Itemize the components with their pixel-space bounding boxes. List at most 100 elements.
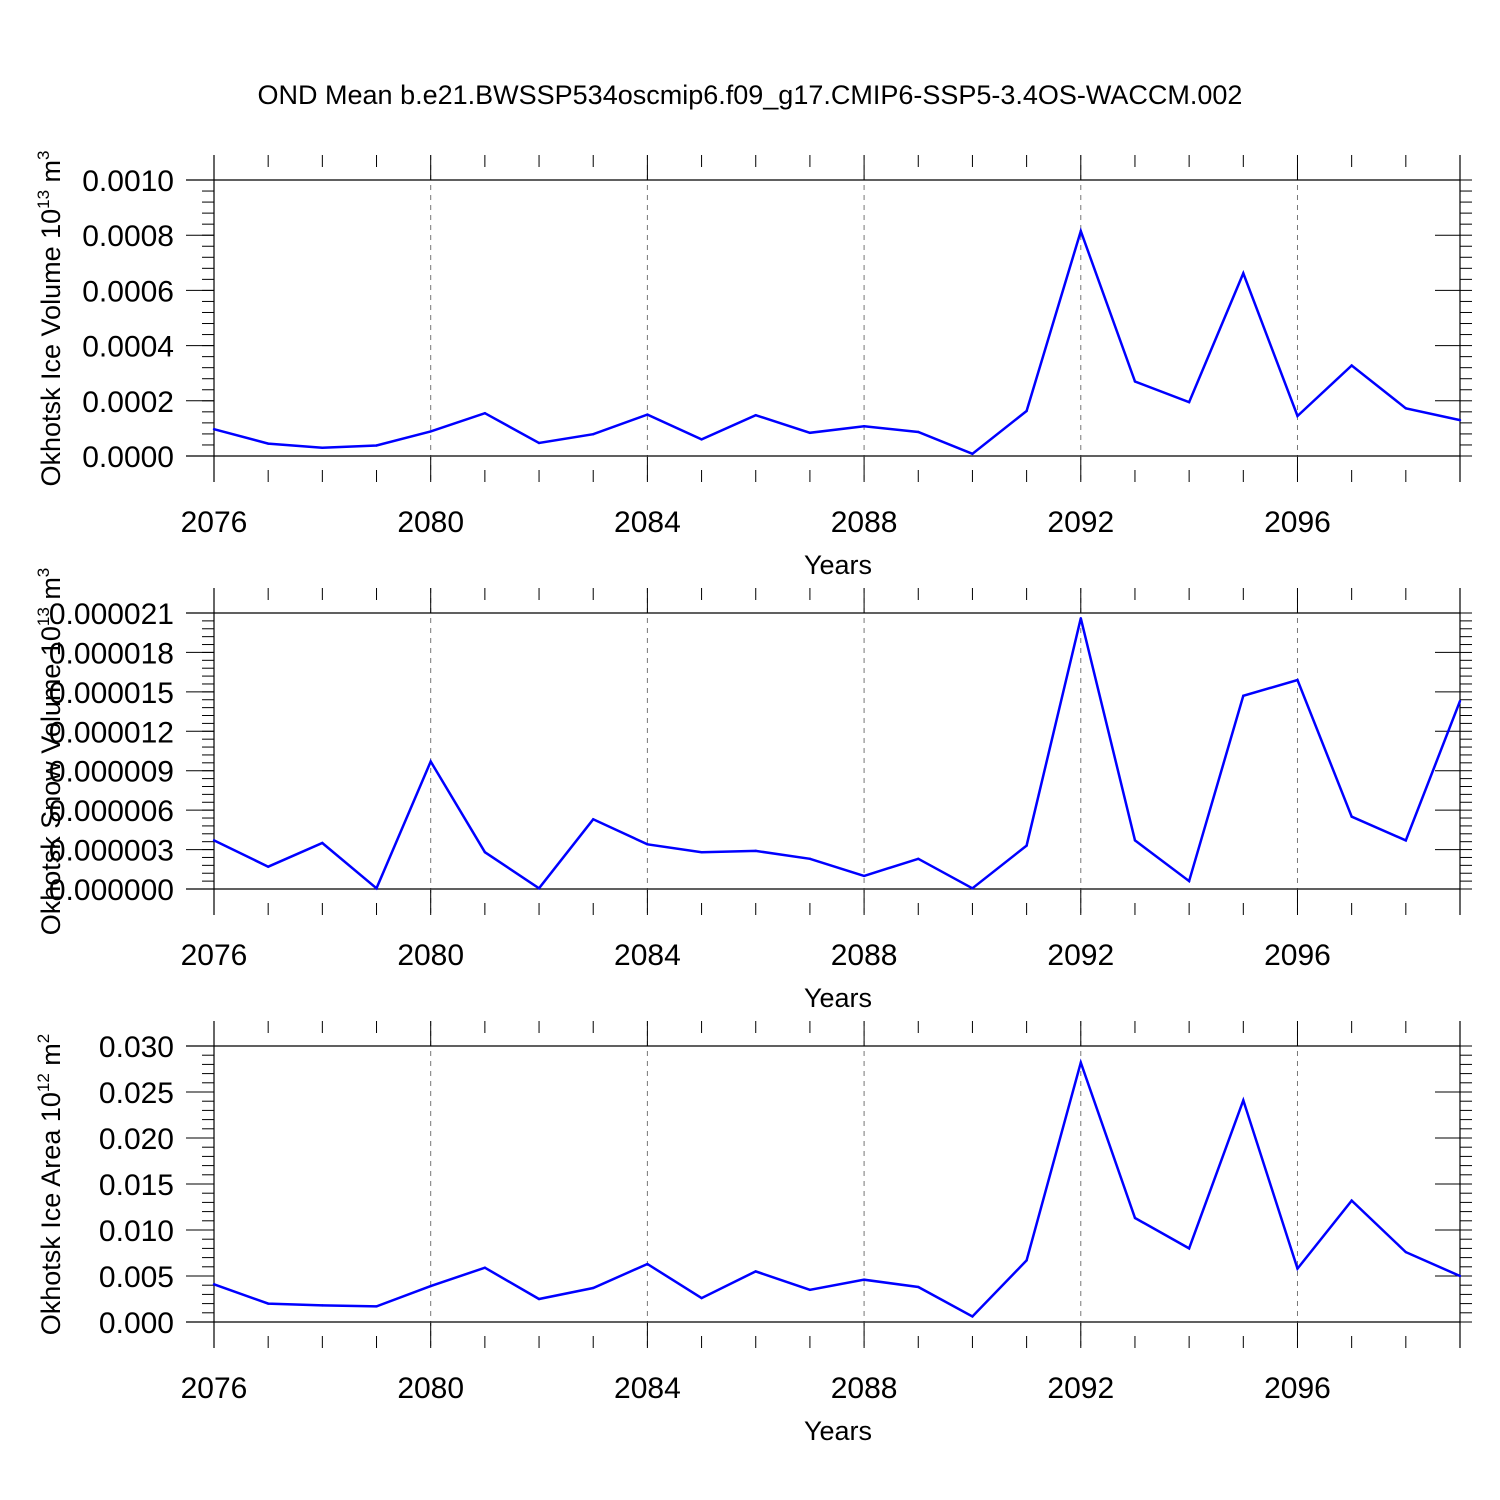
data-point xyxy=(1350,364,1353,367)
y-tick-label: 0.0008 xyxy=(82,220,174,253)
data-point xyxy=(1133,1216,1137,1220)
okhotsk-snow-volume-series-line xyxy=(213,618,1462,891)
y-tick-label: 0.0004 xyxy=(82,331,174,364)
data-point xyxy=(1187,400,1191,404)
y-tick-label: 0.000000 xyxy=(49,874,174,907)
chart-title: OND Mean b.e21.BWSSP534oscmip6.f09_g17.C… xyxy=(258,80,1243,110)
data-point xyxy=(321,446,324,449)
y-tick-label: 0.010 xyxy=(99,1215,174,1248)
x-tick-label: 2092 xyxy=(1047,1372,1114,1405)
data-point xyxy=(483,851,487,854)
data-point xyxy=(862,424,866,428)
y-tick-label: 0.000 xyxy=(99,1307,174,1340)
data-point xyxy=(1350,1199,1353,1202)
data-point xyxy=(429,430,432,433)
y-tick-label: 0.000012 xyxy=(49,716,174,749)
data-point xyxy=(1079,617,1082,620)
data-point xyxy=(1404,839,1408,842)
data-point xyxy=(1458,699,1462,703)
data-point xyxy=(700,851,703,854)
data-point xyxy=(266,865,270,868)
y-tick-label: 0.0000 xyxy=(82,441,174,474)
data-point xyxy=(917,430,920,434)
data-point xyxy=(429,760,432,763)
x-tick-label: 2084 xyxy=(614,506,681,539)
data-point xyxy=(1350,815,1353,818)
y-tick-label: 0.000006 xyxy=(49,795,174,828)
data-point xyxy=(1025,844,1028,847)
y-tick-label: 0.020 xyxy=(99,1123,174,1156)
x-tick-label: 2088 xyxy=(831,1372,898,1405)
data-point xyxy=(971,1315,974,1318)
ice-area-panel: 0.000 0.005 0.010 0.015 0.020 0.025 0.030 2076 2… xyxy=(34,1021,1472,1446)
y-tick-label: 0.0002 xyxy=(82,386,174,419)
x-tick-label: 2084 xyxy=(614,1372,681,1405)
data-point xyxy=(1296,1267,1299,1270)
data-point xyxy=(1025,409,1028,413)
data-point xyxy=(754,1270,757,1273)
data-point xyxy=(862,874,866,878)
y-tick-label: 0.015 xyxy=(99,1169,174,1202)
x-tick-label: 2088 xyxy=(831,939,898,972)
y-axis-title-exponent: 13 xyxy=(34,190,53,209)
y-tick-label: 0.000003 xyxy=(49,835,174,868)
x-tick-label: 2092 xyxy=(1047,506,1114,539)
y-tick-label: 0.000021 xyxy=(49,598,174,631)
y-axis-title-unit: m xyxy=(36,1043,66,1073)
x-tick-label: 2080 xyxy=(397,939,464,972)
x-tick-label: 2076 xyxy=(181,1372,248,1405)
x-tick-label: 2080 xyxy=(397,1372,464,1405)
y-tick-label: 0.025 xyxy=(99,1077,174,1110)
data-point xyxy=(700,438,703,441)
data-point xyxy=(808,857,812,860)
data-point xyxy=(429,1284,432,1288)
data-point xyxy=(375,887,378,890)
data-point xyxy=(1025,1259,1028,1262)
y-axis-title-text: Okhotsk Ice Volume 10 xyxy=(36,209,66,487)
data-point xyxy=(592,818,595,821)
x-tick-label: 2084 xyxy=(614,939,681,972)
y-axis-title-text: Okhotsk Snow Volume 10 xyxy=(36,626,66,935)
x-tick-label: 2092 xyxy=(1047,939,1114,972)
x-tick-label: 2076 xyxy=(181,506,248,539)
y-axis-title: Okhotsk Ice Area 1012 m2 xyxy=(34,1034,66,1336)
data-point xyxy=(212,1283,216,1286)
data-point xyxy=(321,1304,324,1307)
data-point xyxy=(917,1285,920,1289)
data-point xyxy=(646,413,649,416)
data-point xyxy=(1404,1250,1408,1254)
data-point xyxy=(862,1278,866,1281)
data-point xyxy=(537,441,541,445)
y-axis-title-unit-exponent: 3 xyxy=(34,150,53,159)
okhotsk-ice-area-series-line xyxy=(213,1058,1461,1319)
data-point xyxy=(537,887,541,890)
y-axis-title-unit: m xyxy=(36,577,66,607)
y-tick-label: 0.000015 xyxy=(49,677,174,710)
okhotsk-ice-volume-series-line xyxy=(213,227,1461,456)
data-point xyxy=(700,1296,703,1300)
y-axis-title-unit: m xyxy=(36,160,66,190)
data-point xyxy=(1296,678,1299,682)
data-point xyxy=(592,1286,595,1290)
x-axis-title: Years xyxy=(804,1416,872,1446)
data-point xyxy=(754,413,757,417)
data-point xyxy=(1187,879,1191,883)
data-point xyxy=(212,839,216,842)
data-point xyxy=(1458,1274,1462,1278)
y-axis-title-exponent: 12 xyxy=(34,1073,53,1092)
y-axis-title: Okhotsk Snow Volume 1013 m3 xyxy=(34,568,66,936)
y-axis-title-text: Okhotsk Ice Area 10 xyxy=(36,1092,66,1335)
y-axis-title: Okhotsk Ice Volume 1013 m3 xyxy=(34,150,66,486)
data-point xyxy=(646,1262,649,1266)
data-point xyxy=(212,428,216,431)
x-tick-label: 2088 xyxy=(831,506,898,539)
data-point xyxy=(266,442,270,445)
data-point xyxy=(1133,839,1137,842)
data-point xyxy=(537,1297,541,1301)
y-tick-label: 0.030 xyxy=(99,1031,174,1064)
data-point xyxy=(321,841,324,845)
data-point xyxy=(375,444,378,447)
data-point xyxy=(483,1266,487,1269)
data-point xyxy=(1133,380,1137,383)
